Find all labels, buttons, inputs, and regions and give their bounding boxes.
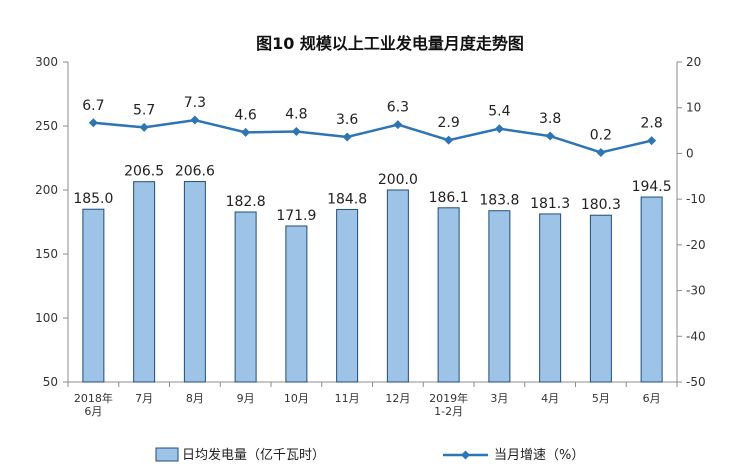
bar-data-label: 206.5 <box>124 164 164 180</box>
line-data-label: 6.3 <box>387 100 409 116</box>
line-point <box>139 122 149 132</box>
y-right-tick-label: -10 <box>686 192 706 206</box>
line-point <box>241 127 251 137</box>
line-data-label: 4.8 <box>285 106 307 122</box>
y-left-tick-label: 150 <box>35 247 58 261</box>
x-tick-label: 3月 <box>490 392 508 405</box>
bar <box>589 214 612 383</box>
x-tick-label: 7月 <box>135 392 153 405</box>
bar-data-label: 171.9 <box>276 208 316 224</box>
bar-data-label: 182.8 <box>226 194 266 210</box>
x-tick-label: 9月 <box>237 392 255 405</box>
line-data-label: 2.8 <box>640 116 662 132</box>
x-tick-label: 10月 <box>284 392 309 405</box>
bar <box>437 207 460 383</box>
bar-data-label: 186.1 <box>429 190 469 206</box>
x-tick-label: 2018年 6月 <box>74 391 113 418</box>
line-point <box>190 115 200 125</box>
y-right-tick-label: -20 <box>686 238 706 252</box>
x-tick-label: 5月 <box>592 392 610 405</box>
line-point <box>596 148 606 158</box>
chart-title: 图10 规模以上工业发电量月度走势图 <box>256 34 524 53</box>
bar-data-label: 206.6 <box>175 164 215 180</box>
line-point <box>494 124 504 134</box>
bar-data-label: 183.8 <box>479 193 519 209</box>
line-path <box>93 118 652 154</box>
bar <box>386 189 409 383</box>
bar <box>234 211 257 383</box>
y-right-tick-label: -40 <box>686 329 706 343</box>
y-right-tick-label: 0 <box>686 146 694 160</box>
bar <box>183 181 206 383</box>
line-point <box>88 118 98 128</box>
bar <box>336 208 359 383</box>
line-data-label: 7.3 <box>184 95 206 111</box>
line-point <box>444 135 454 145</box>
line-point <box>545 131 555 141</box>
bar-data-label: 180.3 <box>581 197 621 213</box>
bar <box>82 208 105 383</box>
line-series: 6.7 5.7 7.3 4.6 4.8 3.6 6.3 2.9 5.4 3.8 0.2 2.8 <box>82 95 663 158</box>
line-point <box>342 132 352 142</box>
bar <box>488 210 511 383</box>
y-right-tick-label: 10 <box>686 101 701 115</box>
x-tick-label: 4月 <box>541 392 559 405</box>
y-right-tick-label: -30 <box>686 284 706 298</box>
x-tick-label: 6月 <box>643 392 661 405</box>
line-data-label: 5.7 <box>133 102 155 118</box>
x-tick-label: 2019年 1-2月 <box>429 391 468 418</box>
legend-bar-label: 日均发电量（亿千瓦时） <box>182 447 325 463</box>
y-right-tick-label: 20 <box>686 55 701 69</box>
bar <box>133 181 156 383</box>
legend: 日均发电量（亿千瓦时） 当月增速（%） <box>155 447 584 463</box>
line-data-label: 5.4 <box>488 104 510 120</box>
bar-data-label: 194.5 <box>632 179 672 195</box>
bar <box>285 225 308 383</box>
y-left-tick-label: 250 <box>35 119 58 133</box>
y-left-tick-label: 300 <box>35 55 58 69</box>
x-tick-label: 12月 <box>385 392 410 405</box>
line-data-label: 4.6 <box>234 107 256 123</box>
y-right-tick-label: -50 <box>686 375 706 389</box>
line-point <box>647 136 657 146</box>
line-data-label: 3.8 <box>539 111 561 127</box>
line-point <box>393 120 403 130</box>
line-data-label: 2.9 <box>437 115 459 131</box>
y-left-tick-label: 100 <box>35 311 58 325</box>
x-tick-label: 11月 <box>335 392 360 405</box>
legend-line-marker <box>461 450 470 460</box>
y-left-tick-label: 200 <box>35 183 58 197</box>
line-data-label: 3.6 <box>336 112 358 128</box>
legend-line-label: 当月增速（%） <box>494 448 584 463</box>
line-data-label: 6.7 <box>82 98 104 114</box>
bar-data-label: 184.8 <box>327 191 367 207</box>
bar-data-label: 181.3 <box>530 196 570 212</box>
bar-data-label: 185.0 <box>73 191 113 207</box>
bar-series: 185.0 206.5 206.6 182.8 171.9 184.8 200.0 186.1… <box>73 164 672 383</box>
line-point <box>291 126 301 136</box>
legend-bar-swatch <box>155 447 179 462</box>
bar <box>640 196 663 383</box>
bar-data-label: 200.0 <box>378 172 418 188</box>
line-data-label: 0.2 <box>590 128 612 144</box>
x-tick-label: 8月 <box>186 392 204 405</box>
axes: 3002502001501005020100-10-20-30-40-50201… <box>35 55 706 418</box>
y-left-tick-label: 50 <box>43 375 58 389</box>
bar <box>539 213 562 383</box>
